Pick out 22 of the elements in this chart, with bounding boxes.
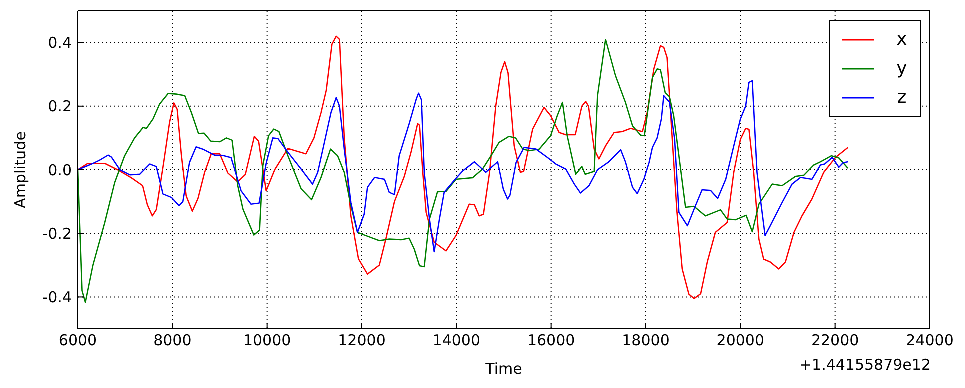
x-axis-title: Time	[484, 360, 522, 378]
x-tick-label: 14000	[432, 332, 481, 350]
x-tick-label: 8000	[154, 332, 192, 350]
x-tick-label: 24000	[906, 332, 954, 350]
y-tick-label: -0.4	[42, 288, 72, 307]
text: +1.44155879e12	[799, 356, 931, 374]
legend-label: y	[896, 58, 908, 79]
y-tick-label: 0.2	[48, 98, 72, 116]
x-tick-label: 22000	[811, 332, 860, 350]
x-tick-label: 6000	[58, 332, 98, 350]
x-tick-label: 16000	[527, 332, 576, 350]
y-tick-label: 0.4	[48, 34, 72, 52]
x-tick-label: 20000	[716, 332, 765, 350]
line-series	[78, 80, 849, 253]
y-axis-title: Amplitude	[11, 132, 30, 208]
x-tick-label: 12000	[338, 332, 386, 350]
x-tick-label: 10000	[243, 332, 292, 350]
legend-label: x	[896, 29, 908, 50]
y-tick-label: 0.0	[48, 161, 72, 180]
legend-label: z	[896, 87, 908, 108]
x-tick-label: 18000	[622, 332, 670, 350]
y-tick-label: -0.2	[42, 224, 72, 243]
